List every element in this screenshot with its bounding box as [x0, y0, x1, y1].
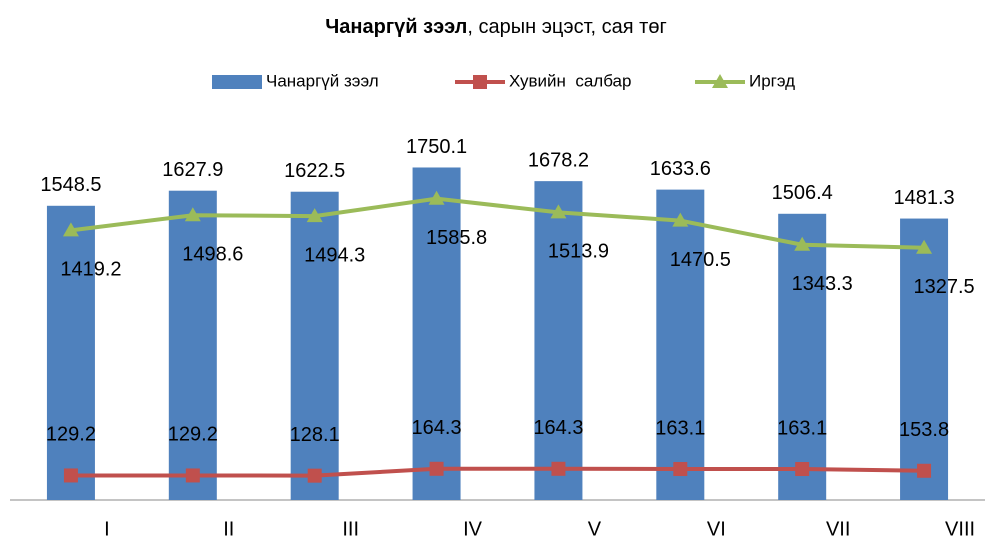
data-label: 129.2 — [46, 424, 96, 446]
data-label: 1494.3 — [304, 244, 365, 266]
marker — [672, 212, 689, 227]
marker — [673, 462, 688, 477]
data-label: 1343.3 — [792, 273, 853, 295]
marker — [184, 207, 201, 222]
marker — [916, 239, 933, 254]
title-rest: , сарын эцэст, сая төг — [467, 16, 666, 38]
x-tick-label: VIII — [945, 518, 975, 540]
data-label: 163.1 — [655, 417, 705, 439]
data-label: 164.3 — [533, 417, 583, 439]
marker — [551, 461, 566, 476]
legend: Чанаргүй зээл Хувийн салбар Иргэд — [212, 71, 795, 90]
legend-marker — [473, 75, 487, 89]
data-label: 1627.9 — [162, 159, 223, 181]
bar — [168, 190, 217, 500]
bar — [534, 181, 583, 500]
data-label: 153.8 — [899, 419, 949, 441]
data-label: 1585.8 — [426, 227, 487, 249]
x-tick-label: VI — [707, 518, 726, 540]
data-label: 1498.6 — [182, 244, 243, 266]
legend-label: Иргэд — [749, 71, 795, 90]
data-label: 1513.9 — [548, 241, 609, 263]
legend-swatch — [212, 75, 262, 89]
title-bold: Чанаргүй зээл — [325, 16, 467, 38]
line — [70, 196, 925, 250]
data-label: 1419.2 — [60, 259, 121, 281]
marker — [794, 236, 811, 251]
bar — [46, 205, 95, 500]
bar — [656, 189, 705, 500]
bar — [412, 167, 461, 500]
data-label: 1327.5 — [913, 276, 974, 298]
line — [70, 466, 925, 478]
x-tick-label: III — [342, 518, 359, 540]
legend-label: Чанаргүй зээл — [266, 71, 379, 90]
marker — [306, 208, 323, 223]
marker — [550, 204, 567, 219]
data-label: 1481.3 — [893, 187, 954, 209]
marker — [63, 468, 78, 483]
data-label: 128.1 — [290, 424, 340, 446]
x-tick-label: I — [104, 518, 110, 540]
marker — [428, 190, 445, 205]
marker — [62, 222, 79, 237]
data-label: 1506.4 — [772, 182, 833, 204]
data-label: 1678.2 — [528, 149, 589, 171]
bar — [290, 191, 339, 500]
marker — [795, 462, 810, 477]
marker — [185, 468, 200, 483]
data-label: 1470.5 — [670, 249, 731, 271]
marker — [917, 463, 932, 478]
data-label: 1622.5 — [284, 160, 345, 182]
data-label: 1548.5 — [40, 174, 101, 196]
legend-label: Хувийн салбар — [509, 71, 631, 90]
marker — [429, 461, 444, 476]
legend-marker — [712, 74, 728, 88]
data-label: 164.3 — [412, 417, 462, 439]
x-tick-label: IV — [463, 518, 483, 540]
x-tick-label: II — [223, 518, 234, 540]
chart-title: Чанаргүй зээл, сарын эцэст, сая төг — [325, 16, 667, 38]
x-tick-label: VII — [826, 518, 850, 540]
data-label: 129.2 — [168, 424, 218, 446]
data-label: 163.1 — [777, 417, 827, 439]
data-label: 1750.1 — [406, 136, 467, 158]
data-label: 1633.6 — [650, 158, 711, 180]
bar — [778, 213, 827, 500]
marker — [307, 468, 322, 483]
bar — [900, 218, 949, 501]
x-tick-label: V — [588, 518, 602, 540]
